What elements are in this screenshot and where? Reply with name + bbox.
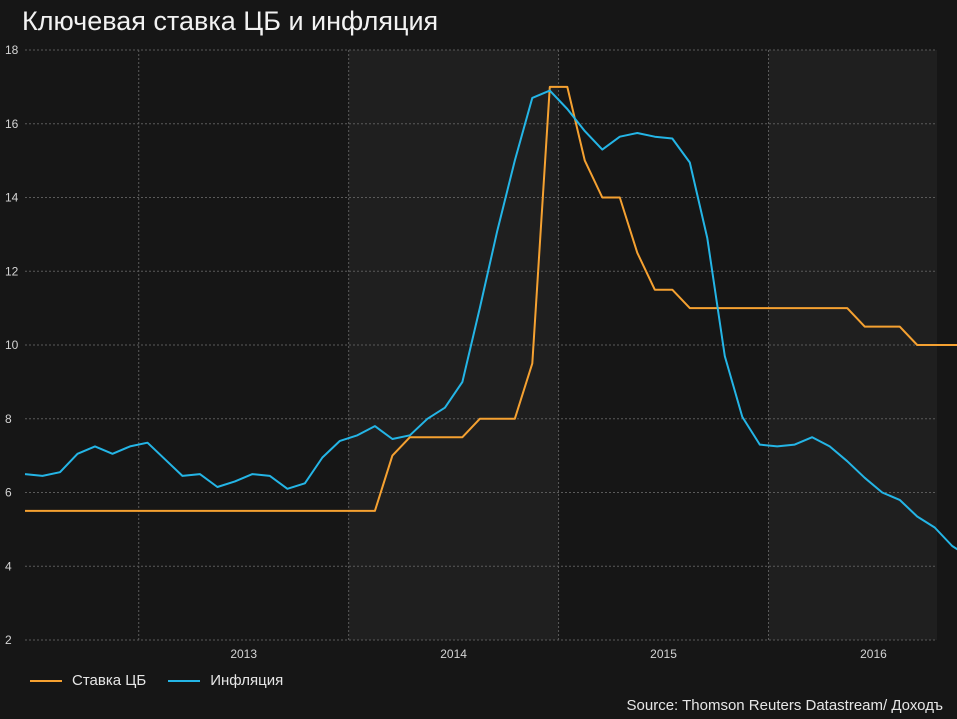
source-note: Source: Thomson Reuters Datastream/ Дохо… xyxy=(626,697,943,714)
legend-label-inflation: Инфляция xyxy=(210,672,284,689)
legend: Ставка ЦБ Инфляция xyxy=(30,672,305,689)
y-tick-label-4: 4 xyxy=(5,559,12,573)
x-tick-label-2014: 2014 xyxy=(440,647,467,661)
series-line-inflation xyxy=(24,89,957,551)
legend-item-key-rate[interactable]: Ставка ЦБ xyxy=(30,672,146,689)
legend-label-key-rate: Ставка ЦБ xyxy=(72,672,147,689)
y-tick-label-6: 6 xyxy=(5,486,12,500)
x-tick-label-2015: 2015 xyxy=(650,647,677,661)
legend-swatch-key-rate xyxy=(30,679,62,682)
y-tick-label-18: 18 xyxy=(5,43,19,57)
x-tick-label-2013: 2013 xyxy=(230,647,257,661)
y-tick-label-16: 16 xyxy=(5,117,19,131)
y-tick-label-10: 10 xyxy=(5,338,19,352)
x-tick-label-2016: 2016 xyxy=(860,647,887,661)
series-line-key-rate xyxy=(25,85,957,512)
legend-item-inflation[interactable]: Инфляция xyxy=(168,672,283,689)
legend-swatch-inflation xyxy=(168,679,201,682)
y-tick-label-8: 8 xyxy=(5,412,12,426)
y-tick-label-2: 2 xyxy=(5,633,12,647)
y-tick-label-12: 12 xyxy=(5,264,19,278)
year-band-2016 xyxy=(768,50,937,640)
chart-title: Ключевая ставка ЦБ и инфляция xyxy=(22,6,439,36)
y-tick-label-14: 14 xyxy=(5,191,19,205)
